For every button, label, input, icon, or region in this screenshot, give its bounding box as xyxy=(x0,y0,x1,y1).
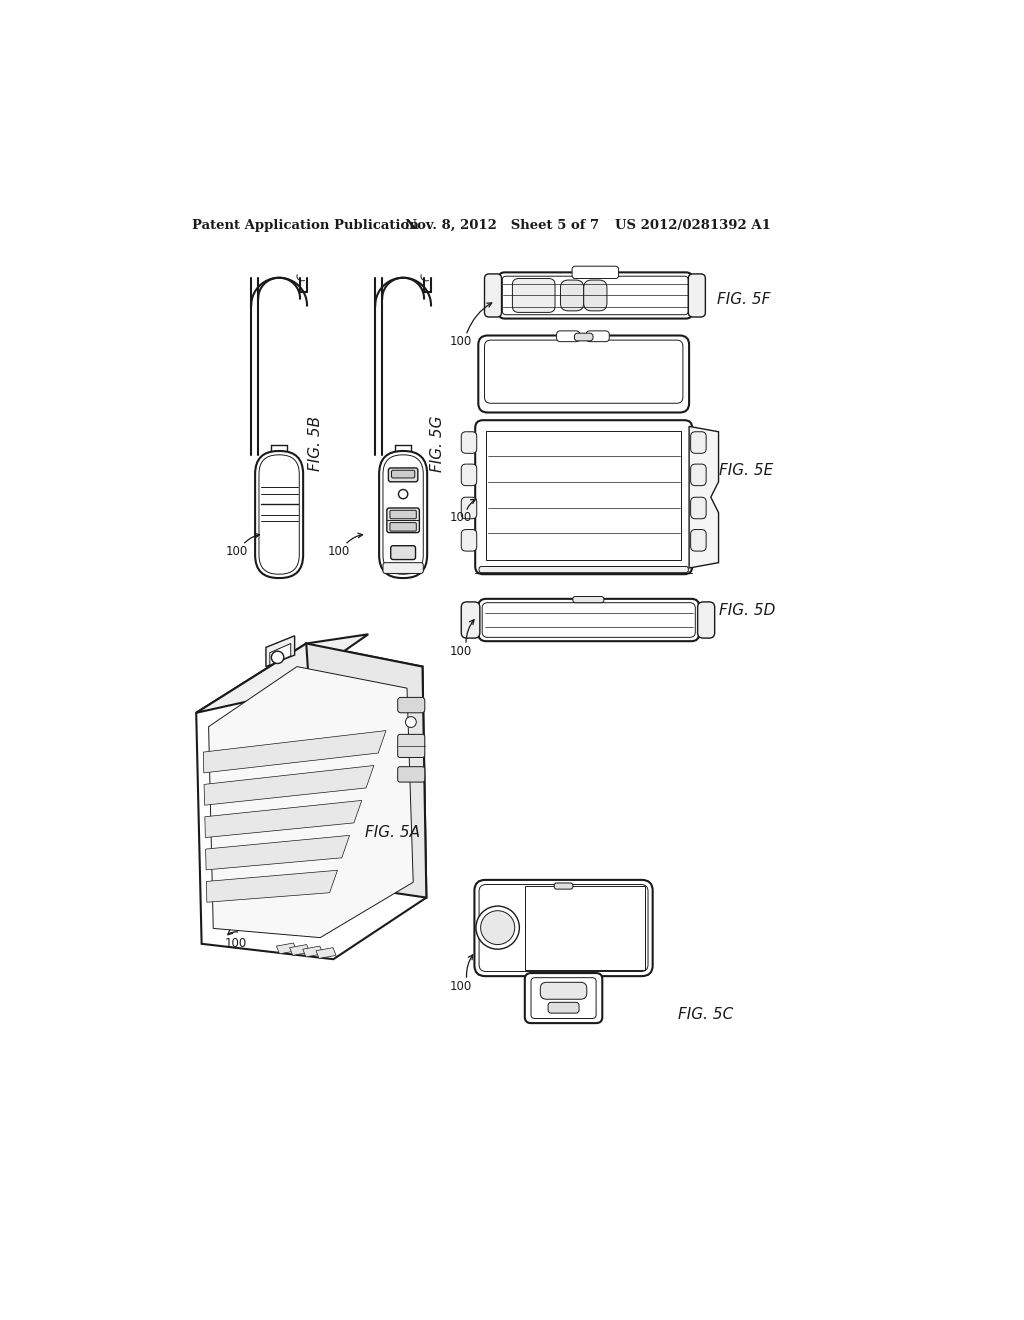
Circle shape xyxy=(398,490,408,499)
FancyBboxPatch shape xyxy=(478,335,689,412)
Text: FIG. 5A: FIG. 5A xyxy=(366,825,420,840)
Text: 100: 100 xyxy=(225,937,247,950)
FancyBboxPatch shape xyxy=(255,451,303,578)
FancyBboxPatch shape xyxy=(475,420,692,574)
Text: US 2012/0281392 A1: US 2012/0281392 A1 xyxy=(614,219,771,232)
FancyBboxPatch shape xyxy=(690,498,707,519)
Text: FIG. 5G: FIG. 5G xyxy=(430,414,445,471)
FancyBboxPatch shape xyxy=(690,432,707,453)
Circle shape xyxy=(406,717,417,727)
FancyBboxPatch shape xyxy=(474,880,652,977)
Bar xyxy=(524,886,645,970)
FancyBboxPatch shape xyxy=(557,331,580,342)
FancyBboxPatch shape xyxy=(461,432,477,453)
FancyBboxPatch shape xyxy=(541,982,587,999)
Text: 100: 100 xyxy=(450,335,472,348)
Text: Patent Application Publication: Patent Application Publication xyxy=(193,219,419,232)
Polygon shape xyxy=(276,942,297,954)
Circle shape xyxy=(476,906,519,949)
FancyBboxPatch shape xyxy=(379,451,427,578)
FancyBboxPatch shape xyxy=(690,529,707,552)
FancyBboxPatch shape xyxy=(572,597,604,603)
FancyBboxPatch shape xyxy=(390,523,417,531)
FancyBboxPatch shape xyxy=(461,602,480,638)
Bar xyxy=(486,430,681,560)
FancyBboxPatch shape xyxy=(574,333,593,341)
FancyBboxPatch shape xyxy=(688,275,706,317)
Polygon shape xyxy=(197,644,426,960)
Text: FIG. 5C: FIG. 5C xyxy=(678,1007,733,1022)
Polygon shape xyxy=(306,644,426,898)
Polygon shape xyxy=(205,800,361,837)
Text: Nov. 8, 2012   Sheet 5 of 7: Nov. 8, 2012 Sheet 5 of 7 xyxy=(406,219,600,232)
FancyBboxPatch shape xyxy=(512,279,555,313)
FancyBboxPatch shape xyxy=(586,331,609,342)
Text: FIG. 5B: FIG. 5B xyxy=(308,416,323,471)
Text: 100: 100 xyxy=(225,545,248,557)
Text: 100: 100 xyxy=(450,979,472,993)
FancyBboxPatch shape xyxy=(387,508,420,533)
Polygon shape xyxy=(290,945,309,956)
Polygon shape xyxy=(197,635,369,713)
FancyBboxPatch shape xyxy=(499,272,692,318)
FancyBboxPatch shape xyxy=(484,275,502,317)
FancyBboxPatch shape xyxy=(390,511,417,519)
Polygon shape xyxy=(316,948,336,958)
Polygon shape xyxy=(207,870,338,903)
FancyBboxPatch shape xyxy=(391,470,415,478)
Text: FIG. 5E: FIG. 5E xyxy=(719,463,773,478)
Polygon shape xyxy=(209,667,414,937)
FancyBboxPatch shape xyxy=(397,767,425,781)
FancyBboxPatch shape xyxy=(560,280,584,312)
FancyBboxPatch shape xyxy=(479,566,688,573)
FancyBboxPatch shape xyxy=(554,883,572,890)
FancyBboxPatch shape xyxy=(572,267,618,279)
FancyBboxPatch shape xyxy=(697,602,715,638)
FancyBboxPatch shape xyxy=(690,465,707,486)
FancyBboxPatch shape xyxy=(461,465,477,486)
FancyBboxPatch shape xyxy=(397,734,425,758)
FancyBboxPatch shape xyxy=(383,562,423,573)
FancyBboxPatch shape xyxy=(391,545,416,560)
Polygon shape xyxy=(266,636,295,667)
Text: 100: 100 xyxy=(450,511,472,524)
Polygon shape xyxy=(270,644,291,665)
FancyBboxPatch shape xyxy=(397,697,425,713)
Circle shape xyxy=(271,651,284,664)
Polygon shape xyxy=(303,946,323,957)
Text: 100: 100 xyxy=(450,644,472,657)
FancyBboxPatch shape xyxy=(388,469,418,482)
Text: 100: 100 xyxy=(328,545,350,557)
Polygon shape xyxy=(204,730,386,774)
Polygon shape xyxy=(206,836,349,870)
Circle shape xyxy=(480,911,515,945)
FancyBboxPatch shape xyxy=(478,599,699,642)
FancyBboxPatch shape xyxy=(584,280,607,312)
Text: FIG. 5D: FIG. 5D xyxy=(719,603,775,618)
FancyBboxPatch shape xyxy=(524,973,602,1023)
Polygon shape xyxy=(689,426,719,568)
FancyBboxPatch shape xyxy=(461,529,477,552)
Polygon shape xyxy=(204,766,374,805)
FancyBboxPatch shape xyxy=(461,498,477,519)
FancyBboxPatch shape xyxy=(548,1002,579,1014)
Text: FIG. 5F: FIG. 5F xyxy=(717,292,770,306)
